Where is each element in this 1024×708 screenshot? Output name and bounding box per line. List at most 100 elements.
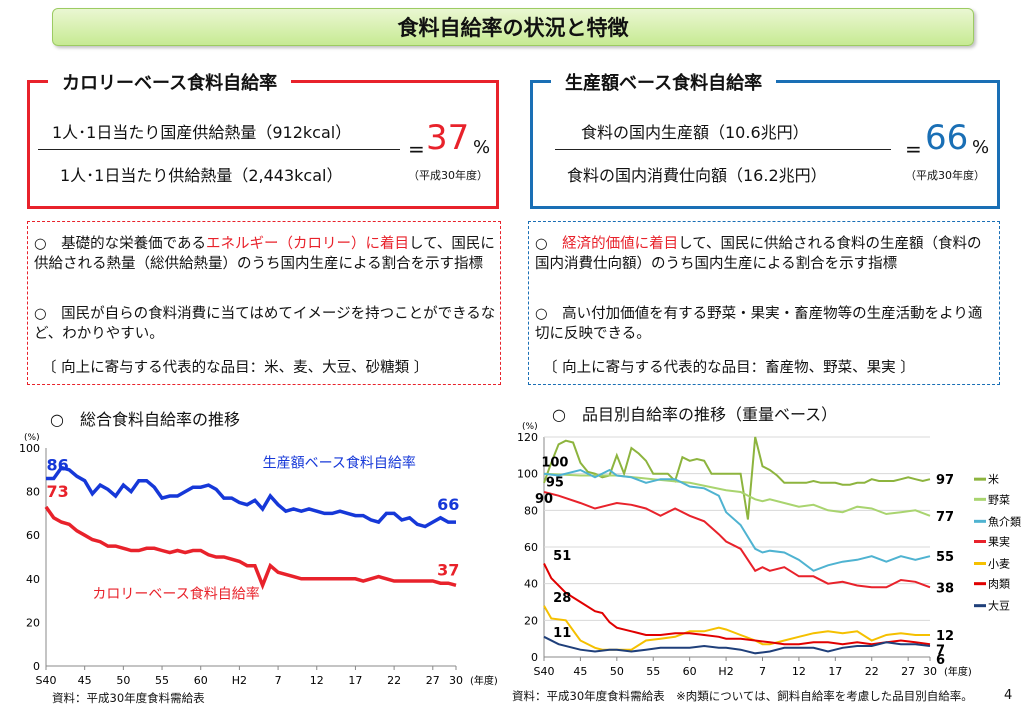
x-tick-label: 7 [275, 674, 282, 687]
legend-label-魚介類: 魚介類 [988, 515, 1021, 528]
series-line-小麦 [543, 605, 930, 651]
production-start-label: 86 [46, 456, 68, 475]
x-tick-label: 60 [683, 665, 697, 678]
production-percent: % [972, 137, 990, 158]
x-tick-label: 55 [646, 665, 660, 678]
calorie-box-label: カロリーベース食料自給率 [48, 69, 292, 95]
legend-label-野菜: 野菜 [988, 493, 1010, 506]
production-bullet-2: ○ 高い付加価値を有する野菜・果実・畜産物等の生産活動をより適切に反映できる。 [535, 306, 983, 342]
calorie-value: 37 [426, 118, 470, 158]
x-tick-label: 17 [828, 665, 842, 678]
calorie-bullet-2: ○ 国民が自らの食料消費に当てはめてイメージを持つことができるなど、わかりやすい… [34, 306, 496, 342]
x-tick-label: 55 [155, 674, 169, 687]
start-label-野菜: 100 [541, 455, 568, 470]
production-denominator: 食料の国内消費仕向額（16.2兆円） [567, 166, 827, 185]
x-tick-label: S40 [36, 674, 57, 687]
y-tick-label: 80 [26, 486, 40, 499]
production-fraction-line [555, 149, 891, 150]
y-tick-label: 100 [19, 442, 40, 455]
series-line-果実 [543, 491, 931, 589]
x-tick-label: H2 [718, 665, 733, 678]
series-line-魚介類 [543, 468, 931, 572]
x-axis-unit: (年度) [944, 665, 972, 678]
y-tick-label: 120 [517, 431, 538, 444]
production-equals: = [905, 137, 922, 161]
y-tick-label: 40 [524, 578, 538, 591]
end-label-魚介類: 55 [936, 550, 954, 565]
x-tick-label: 27 [901, 665, 915, 678]
start-label-大豆: 11 [553, 626, 571, 641]
calorie-equals: = [408, 137, 425, 161]
right-chart-title: ○ 品目別自給率の推移（重量ベース） [552, 405, 838, 424]
right-source-note: 資料：平成30年度食料需給表 ※肉類については、飼料自給率を考慮した品目別自給率… [512, 689, 973, 703]
production-value: 66 [925, 118, 969, 158]
end-label-大豆: 6 [936, 653, 945, 668]
x-tick-label: 50 [116, 674, 130, 687]
left-source-note: 資料：平成30年度食料需給表 [52, 691, 205, 705]
production-numerator: 食料の国内生産額（10.6兆円） [581, 123, 809, 142]
x-tick-label: 22 [865, 665, 879, 678]
y-tick-label: 20 [524, 614, 538, 627]
x-tick-label: 45 [573, 665, 587, 678]
legend-label-肉類: 肉類 [988, 578, 1010, 591]
y-unit-label: (%) [24, 433, 40, 443]
calorie-fraction-line [38, 149, 400, 150]
x-tick-label: H2 [232, 674, 247, 687]
production-box: 生産額ベース食料自給率 食料の国内生産額（10.6兆円） 食料の国内消費仕向額（… [530, 69, 1000, 209]
start-label-果実: 90 [535, 492, 553, 507]
production-description-box: ○ 経済的価値に着目して、国民に供給される食料の生産額（食料の国内消費仕向額）の… [528, 221, 1000, 385]
calorie-start-label: 73 [46, 482, 68, 501]
x-tick-label: 12 [792, 665, 806, 678]
end-label-野菜: 77 [936, 510, 954, 525]
end-label-小麦: 12 [936, 629, 954, 644]
legend-label-米: 米 [988, 473, 999, 486]
production-box-label: 生産額ベース食料自給率 [551, 69, 777, 95]
y-unit-label: (%) [522, 422, 538, 432]
x-tick-label: 17 [348, 674, 362, 687]
legend-label-果実: 果実 [988, 535, 1010, 549]
x-tick-label: 60 [194, 674, 208, 687]
start-label-米: 95 [546, 476, 564, 491]
production-items: 〔 向上に寄与する代表的な品目：畜産物、野菜、果実 〕 [543, 360, 915, 376]
calorie-series-name: カロリーベース食料自給率 [92, 585, 259, 602]
calorie-bullet-1: ○ 基礎的な栄養価であるエネルギー（カロリー）に着目して、国民に供給される熱量（… [34, 236, 495, 272]
legend-label-小麦: 小麦 [988, 558, 1010, 571]
x-tick-label: S40 [534, 665, 555, 678]
x-tick-label: 45 [78, 674, 92, 687]
series-line-生産額ベース食料自給率 [46, 465, 456, 529]
y-tick-label: 100 [517, 468, 538, 481]
y-tick-label: 0 [531, 651, 538, 664]
x-tick-label: 30 [923, 665, 937, 678]
calorie-end-label: 37 [437, 560, 459, 579]
y-tick-label: 20 [26, 616, 40, 629]
y-tick-label: 0 [33, 660, 40, 673]
page-title-bar: 食料自給率の状況と特徴 [52, 8, 974, 46]
end-label-果実: 38 [936, 581, 954, 596]
production-series-name: 生産額ベース食料自給率 [263, 455, 416, 472]
x-tick-label: 7 [759, 665, 766, 678]
calorie-year: （平成30年度） [408, 169, 488, 182]
calorie-denominator: 1人･1日当たり供給熱量（2,443kcal） [60, 166, 343, 185]
end-label-肉類: 7 [936, 644, 945, 659]
production-end-label: 66 [437, 495, 459, 514]
calorie-percent: % [473, 137, 491, 158]
x-axis-unit: (年度) [470, 674, 498, 687]
x-tick-label: 27 [426, 674, 440, 687]
left-chart-title: ○ 総合食料自給率の推移 [50, 410, 240, 429]
x-tick-label: 30 [449, 674, 463, 687]
series-line-野菜 [543, 472, 931, 517]
page-title: 食料自給率の状況と特徴 [397, 16, 629, 40]
page-number: 4 [1004, 688, 1013, 703]
y-tick-label: 60 [26, 529, 40, 542]
series-line-大豆 [543, 635, 931, 655]
legend-label-大豆: 大豆 [988, 599, 1010, 613]
calorie-box: カロリーベース食料自給率 1人･1日当たり国産供給熱量（912kcal） 1人･… [27, 69, 499, 209]
start-label-小麦: 28 [553, 591, 571, 606]
series-line-肉類 [543, 563, 931, 646]
total-self-sufficiency-chart: 0 20 40 60 80 100(%) S40 45 50 55 60 H2 7 12 17 22 27 30 (… [19, 433, 498, 687]
y-tick-label: 60 [524, 541, 538, 554]
end-label-米: 97 [936, 473, 954, 488]
x-tick-label: 12 [310, 674, 324, 687]
y-tick-label: 80 [524, 504, 538, 517]
